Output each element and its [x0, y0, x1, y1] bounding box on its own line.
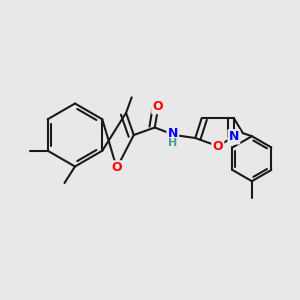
Text: H: H — [168, 138, 177, 148]
Text: N: N — [229, 130, 239, 143]
Text: O: O — [111, 161, 122, 175]
Text: O: O — [152, 100, 163, 113]
Text: O: O — [212, 140, 223, 153]
Text: N: N — [168, 127, 178, 140]
